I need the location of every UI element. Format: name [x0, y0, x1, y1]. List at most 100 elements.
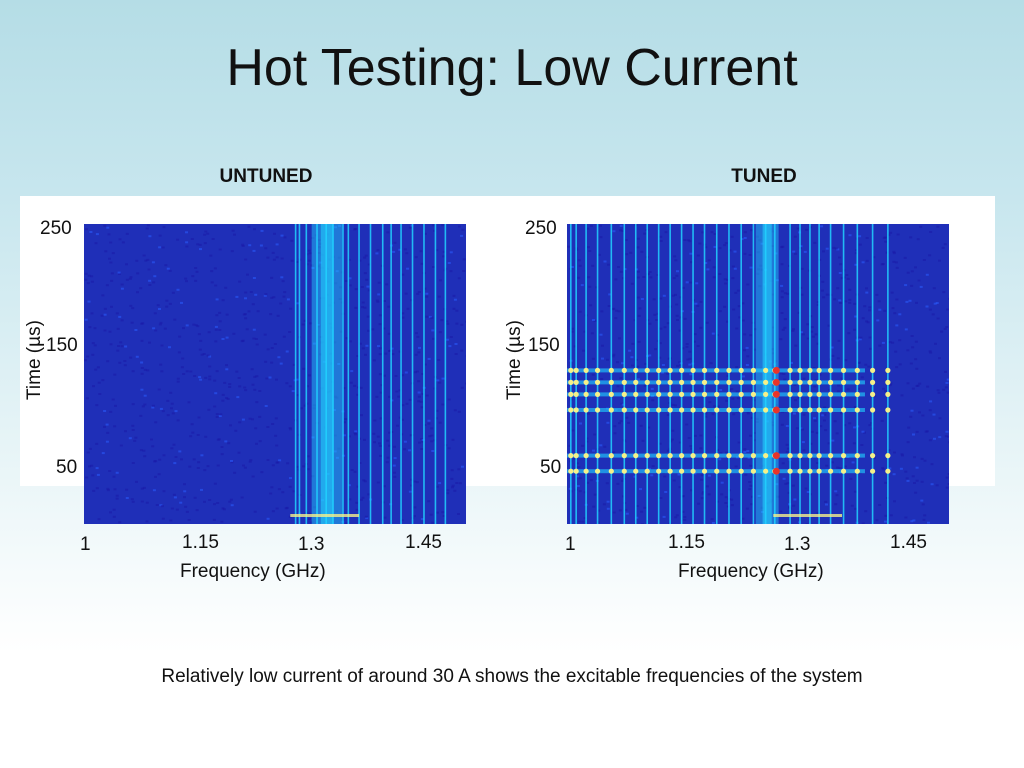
noise-speck	[208, 378, 212, 381]
noise-speck	[865, 291, 869, 294]
noise-speck	[392, 464, 396, 467]
noise-speck	[618, 509, 622, 512]
noise-speck	[350, 370, 354, 373]
noise-speck	[160, 505, 164, 508]
noise-speck	[162, 490, 166, 493]
noise-speck	[844, 359, 848, 362]
burst-point	[656, 391, 662, 397]
noise-speck	[947, 483, 949, 485]
burst-point	[738, 453, 744, 459]
noise-speck	[204, 376, 208, 379]
noise-speck	[781, 462, 785, 465]
noise-speck	[333, 395, 337, 398]
burst-point	[701, 379, 708, 385]
noise-speck	[882, 387, 885, 390]
burst-point	[816, 453, 822, 459]
burst-point	[726, 391, 732, 397]
noise-speck	[929, 231, 933, 233]
noise-speck	[771, 348, 775, 351]
noise-speck	[396, 424, 399, 427]
noise-speck	[185, 280, 188, 283]
noise-speck	[811, 335, 815, 338]
burst-point	[763, 468, 769, 474]
noise-speck	[748, 488, 752, 491]
noise-speck	[156, 304, 160, 307]
noise-speck	[870, 422, 873, 425]
burst-point	[690, 453, 696, 459]
noise-speck	[161, 517, 165, 520]
noise-speck	[612, 230, 616, 233]
noise-speck	[640, 298, 644, 300]
noise-speck	[836, 357, 840, 360]
noise-speck	[142, 486, 146, 489]
noise-speck	[640, 250, 644, 253]
noise-speck	[307, 249, 311, 252]
noise-speck	[238, 385, 242, 388]
noise-speck	[736, 289, 740, 292]
noise-speck	[618, 337, 621, 340]
noise-speck	[233, 471, 237, 474]
burst-point	[690, 391, 696, 397]
noise-speck	[783, 318, 787, 321]
noise-speck	[318, 246, 321, 249]
noise-speck	[853, 328, 857, 331]
noise-speck	[919, 225, 923, 228]
noise-speck	[388, 444, 391, 447]
noise-speck	[799, 245, 803, 248]
noise-speck	[87, 274, 91, 277]
noise-speck	[823, 419, 826, 422]
noise-speck	[925, 305, 929, 308]
noise-speck	[432, 337, 435, 340]
burst-point	[594, 468, 601, 474]
noise-speck	[693, 434, 697, 437]
noise-speck	[675, 303, 679, 306]
noise-speck	[780, 372, 783, 375]
noise-speck	[663, 475, 667, 478]
noise-speck	[455, 309, 459, 312]
untuned-x-tick-1.3: 1.3	[298, 534, 325, 555]
noise-speck	[783, 326, 787, 329]
noise-speck	[405, 402, 409, 405]
noise-speck	[271, 423, 275, 425]
noise-speck	[264, 293, 268, 296]
burst-hotspot	[772, 390, 780, 398]
noise-speck	[442, 515, 446, 517]
noise-speck	[375, 299, 379, 302]
noise-speck	[388, 350, 391, 352]
noise-speck	[228, 383, 232, 386]
noise-speck	[928, 308, 932, 311]
noise-speck	[806, 491, 810, 493]
noise-speck	[851, 461, 855, 464]
noise-speck	[408, 490, 412, 493]
noise-speck	[906, 382, 910, 385]
burst-point	[854, 379, 860, 385]
noise-speck	[435, 409, 439, 412]
noise-speck	[590, 332, 594, 335]
noise-speck	[771, 230, 775, 233]
noise-speck	[938, 259, 941, 262]
noise-speck	[922, 259, 926, 261]
noise-speck	[421, 440, 425, 443]
noise-speck	[393, 471, 396, 474]
noise-speck	[139, 287, 143, 290]
noise-speck	[392, 250, 396, 253]
noise-speck	[696, 345, 700, 347]
noise-speck	[914, 358, 918, 361]
noise-speck	[117, 271, 121, 274]
noise-speck	[383, 516, 387, 519]
burst-point	[568, 379, 574, 385]
noise-speck	[270, 361, 274, 364]
noise-speck	[143, 455, 147, 458]
burst-point	[738, 379, 744, 385]
noise-speck	[689, 373, 693, 376]
noise-speck	[920, 457, 924, 460]
noise-speck	[131, 403, 135, 406]
noise-speck	[378, 314, 382, 317]
noise-speck	[92, 385, 95, 388]
noise-speck	[417, 380, 421, 383]
noise-speck	[359, 498, 363, 501]
noise-speck	[724, 242, 728, 245]
noise-speck	[824, 500, 828, 503]
noise-speck	[90, 464, 94, 467]
noise-speck	[309, 322, 313, 325]
